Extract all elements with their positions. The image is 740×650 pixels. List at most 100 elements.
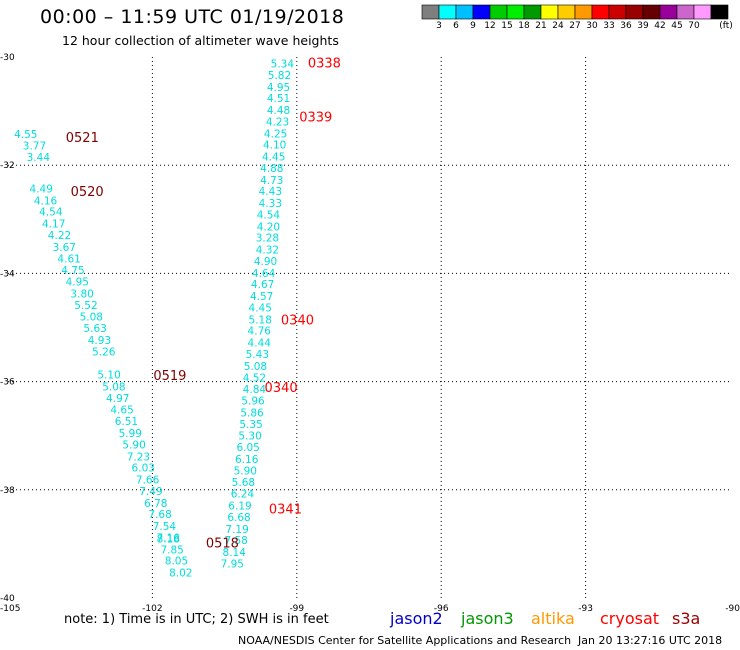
colorbar-swatch [574,4,593,20]
colorbar [421,4,729,20]
wave-height-value: 4.22 [48,230,71,242]
y-tick-label: -38 [0,486,15,496]
wave-height-value: 6.05 [236,442,259,454]
wave-height-value: 6.24 [231,489,255,501]
pass-time-label: 0520 [71,185,104,200]
wave-height-value: 4.23 [266,116,289,128]
wave-height-value: 4.54 [39,207,63,219]
wave-height-value: 5.08 [244,361,267,373]
wave-height-value: 7.19 [225,524,248,536]
colorbar-label: 39 [637,21,649,31]
colorbar-swatch [625,4,644,20]
wave-height-value: 3.44 [27,152,51,164]
pass-time-label: 0519 [153,369,186,384]
colorbar-label: 27 [569,21,581,31]
pass-time-label: 0340 [281,313,314,328]
colorbar-label: 30 [586,21,598,31]
pass-time-labels: 0338 0339 0340 0340 0341 0521 0520 0519 0518 [66,56,341,551]
wave-height-value: 4.95 [66,277,89,289]
legend-cryosat: cryosat [600,609,660,628]
y-tick-label: -32 [0,161,15,171]
colorbar-swatch [710,4,729,20]
colorbar-swatch [642,4,661,20]
wave-height-value: 5.43 [246,349,269,361]
colorbar-label: 70 [688,21,700,31]
pass-time-label: 0341 [269,503,302,518]
wave-height-value: 4.52 [243,372,266,384]
wave-height-value: 5.63 [83,323,106,335]
wave-height-value: 7.16 [157,532,181,544]
wave-height-value: 4.95 [267,82,290,94]
wave-height-value: 5.96 [241,396,265,408]
colorbar-swatch [472,4,491,20]
wave-height-value: 4.84 [243,384,267,396]
wave-height-value: 4.75 [61,265,84,277]
wave-height-value: 5.08 [80,312,103,324]
colorbar-label: 12 [484,21,496,31]
colorbar-swatch [659,4,678,20]
wave-height-value: 5.86 [240,407,264,419]
wave-height-value: 4.61 [57,253,80,265]
legend-jason3: jason3 [461,609,514,628]
wave-height-value: 5.18 [249,314,272,326]
x-tick-label: -105 [0,604,20,614]
wave-height-value: 4.93 [88,335,111,347]
wave-height-value: 7.85 [160,544,183,556]
colorbar-label: 24 [552,21,564,31]
wave-height-value: 4.49 [30,183,53,195]
credit-line: NOAA/NESDIS Center for Satellite Applica… [238,634,572,647]
wave-height-value: 3.77 [23,141,46,153]
colorbar-label: 3 [436,21,442,31]
colorbar-swatch [557,4,576,20]
page-subtitle: 12 hour collection of altimeter wave hei… [62,33,339,48]
x-tick-label: -96 [434,604,449,614]
colorbar-label: 9 [470,21,476,31]
wave-height-value: 4.20 [257,221,280,233]
x-tick-label: -90 [725,604,740,614]
wave-height-value: 7.49 [139,486,162,498]
colorbar-swatch [438,4,457,20]
colorbar-label: 21 [535,21,547,31]
wave-height-value: 5.68 [232,477,255,489]
wave-height-value: 4.43 [259,186,282,198]
wave-height-value: 7.23 [127,451,150,463]
wave-height-value: 7.58 [224,535,247,547]
wave-height-value: 8.18 [157,533,180,545]
colorbar-label: 18 [518,21,530,31]
colorbar-label: 36 [620,21,632,31]
wave-height-value: 4.64 [252,268,276,280]
wave-height-value: 4.88 [260,163,283,175]
page-title: 00:00 – 11:59 UTC 01/19/2018 [40,6,345,28]
colorbar-swatch [523,4,542,20]
wave-height-value: 3.80 [70,288,93,300]
wave-height-value: 7.95 [221,558,244,570]
wave-height-value: 6.51 [115,416,138,428]
legend-s3a: s3a [672,609,701,628]
x-tick-label: -99 [289,604,304,614]
wave-height-value: 4.45 [262,152,285,164]
pass-time-label: 0338 [308,56,341,71]
wave-height-value: 6.68 [227,512,250,524]
axis-ticks: -105 -102 -99 -96 -93 -90 -30 -32 -34 -36 -38 -40 [0,53,740,614]
wave-height-value: 4.10 [263,140,286,152]
colorbar-swatch [693,4,712,20]
colorbar-swatch [608,4,627,20]
wave-height-value: 7.66 [136,475,160,487]
pass-time-label: 0521 [66,131,99,146]
wave-height-value: 4.76 [248,326,272,338]
pass-time-label: 0339 [299,111,332,126]
wave-height-values: 4.553.773.444.494.164.544.174.223.674.61… [14,58,294,579]
wave-height-value: 5.52 [74,300,97,312]
x-tick-label: -102 [142,604,162,614]
wave-height-value: 5.08 [102,381,125,393]
colorbar-unit: (ft) [719,21,733,31]
wave-height-value: 4.17 [42,219,65,231]
y-tick-label: -30 [0,53,15,63]
wave-height-value: 4.57 [250,291,273,303]
wave-height-value: 4.16 [34,195,58,207]
pass-time-label: 0340 [265,381,298,396]
wave-height-value: 7.68 [148,509,171,521]
colorbar-label: 42 [654,21,666,31]
wave-height-value: 7.54 [153,521,177,533]
wave-height-value: 4.45 [249,302,272,314]
